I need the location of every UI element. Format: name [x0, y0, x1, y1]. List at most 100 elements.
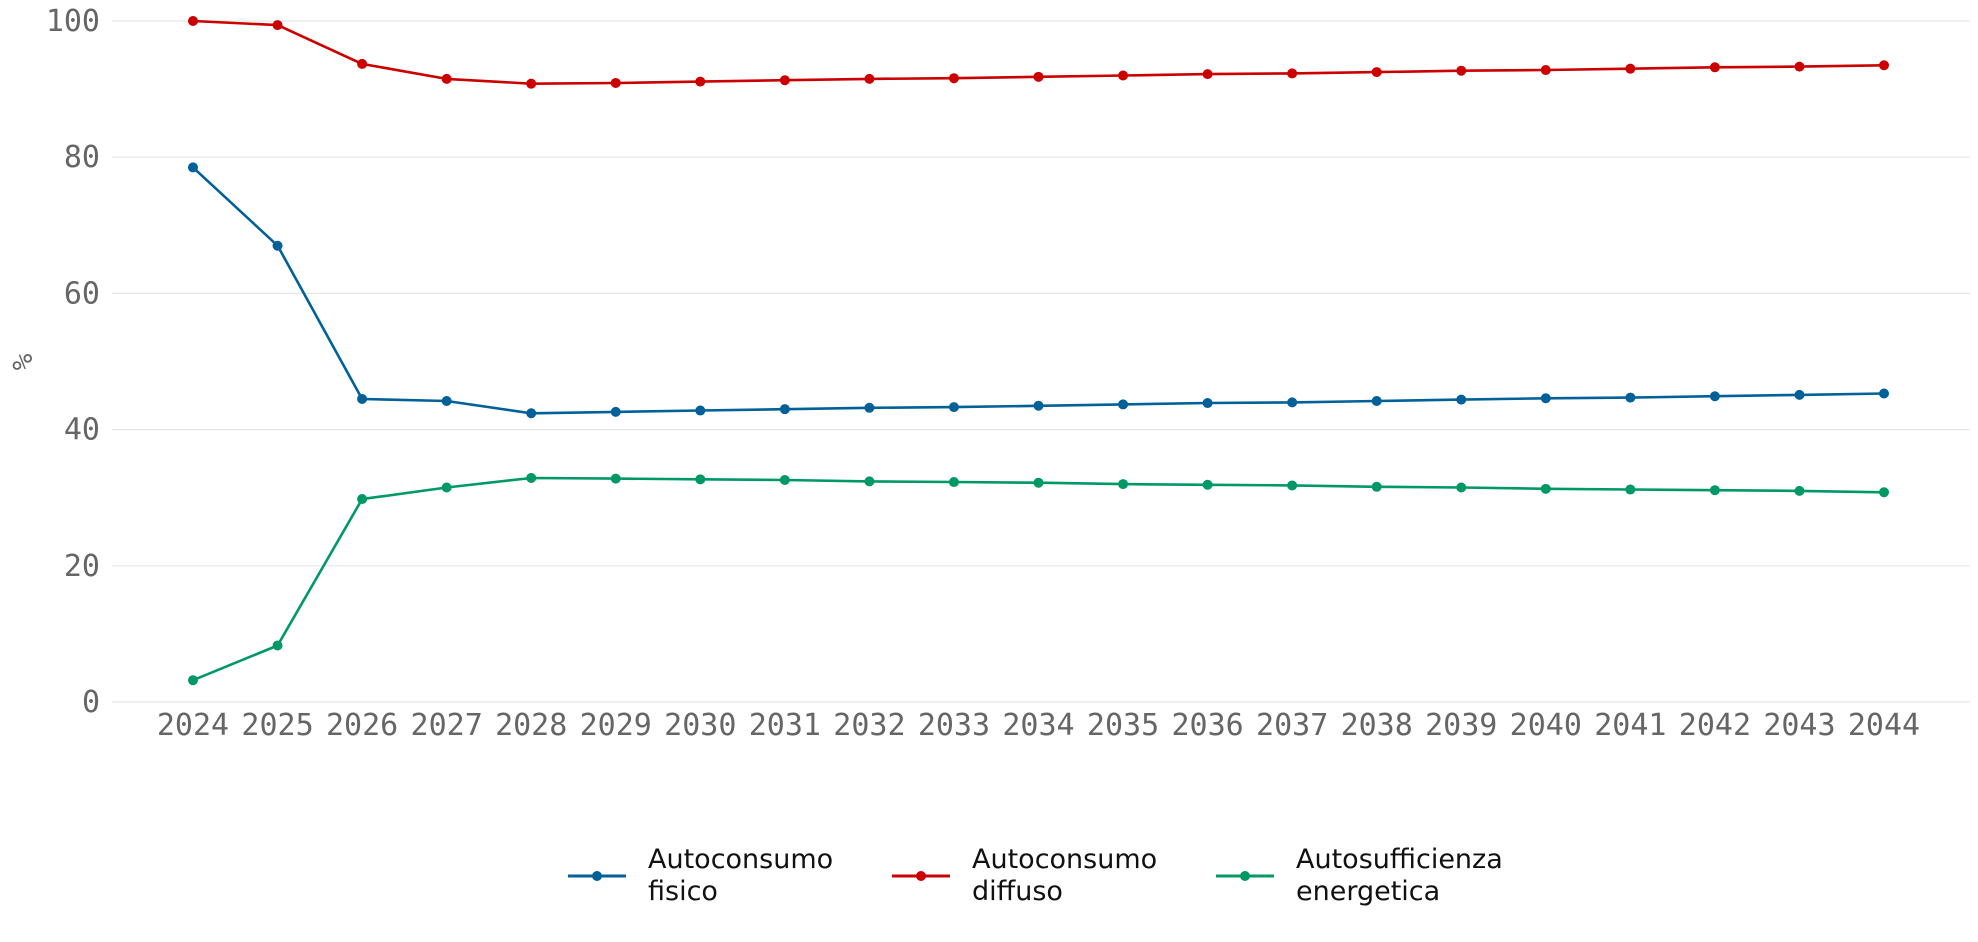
data-point [948, 402, 959, 413]
data-point [948, 73, 959, 84]
data-point [1794, 389, 1805, 400]
data-point [695, 474, 706, 485]
legend-swatch-marker [592, 871, 602, 881]
x-tick-label: 2036 [1171, 708, 1243, 743]
x-tick-label: 2043 [1763, 708, 1835, 743]
data-point [357, 58, 368, 69]
x-tick-label: 2044 [1848, 708, 1920, 743]
data-point [948, 477, 959, 488]
legend-label: fisico [648, 876, 718, 907]
data-point [1625, 484, 1636, 495]
data-point [1879, 60, 1889, 71]
y-tick-label: 80 [64, 140, 100, 175]
data-point [526, 472, 537, 483]
x-tick-label: 2026 [326, 708, 398, 743]
data-point [1625, 63, 1636, 74]
data-point [864, 402, 875, 413]
series-line [191, 166, 1886, 415]
x-tick-label: 2029 [580, 708, 652, 743]
data-point [1879, 487, 1889, 498]
y-tick-label: 60 [64, 276, 100, 311]
data-point [1540, 393, 1551, 404]
data-point [1794, 61, 1805, 72]
data-point [695, 405, 706, 416]
data-point [1879, 388, 1889, 399]
data-point [441, 395, 452, 406]
data-point [357, 494, 368, 505]
legend-label: Autosufficienza [1296, 844, 1503, 875]
data-point [272, 20, 283, 31]
data-point [526, 408, 537, 419]
data-point [1625, 392, 1636, 403]
x-tick-label: 2033 [918, 708, 990, 743]
legend-swatch-marker [916, 871, 926, 881]
data-point [1794, 485, 1805, 496]
x-tick-label: 2030 [664, 708, 736, 743]
data-point [1456, 65, 1467, 76]
data-point [526, 78, 537, 89]
data-point [1202, 398, 1213, 409]
x-axis-ticks: 2024 2025 2026 2027 2028 2029 2030 2031 2032 2033… [157, 708, 1920, 743]
data-point [1118, 479, 1129, 490]
data-point [1118, 70, 1129, 81]
data-point [1540, 483, 1551, 494]
data-point [1033, 400, 1044, 411]
data-point [1118, 399, 1129, 410]
x-tick-label: 2038 [1341, 708, 1413, 743]
data-point [1709, 62, 1720, 73]
data-point [864, 476, 875, 487]
legend-label: energetica [1296, 876, 1440, 907]
series-1 [188, 162, 1889, 419]
data-point [610, 473, 621, 484]
data-point [779, 404, 790, 415]
data-point [864, 73, 875, 84]
data-point [1202, 479, 1213, 490]
data-point [441, 73, 452, 84]
y-axis-label: % [6, 353, 39, 370]
series [188, 16, 1889, 686]
data-point [1287, 397, 1298, 408]
data-point [1540, 65, 1551, 76]
data-point [188, 16, 198, 26]
data-point [272, 640, 283, 651]
x-tick-label: 2031 [749, 708, 821, 743]
y-axis-ticks: 0 20 40 60 80 100 [46, 4, 100, 720]
legend: AutoconsumofisicoAutoconsumodiffusoAutos… [568, 844, 1503, 907]
data-point [441, 482, 452, 493]
series-2 [188, 16, 1889, 89]
x-tick-label: 2035 [1087, 708, 1159, 743]
x-tick-label: 2032 [833, 708, 905, 743]
x-tick-label: 2039 [1425, 708, 1497, 743]
data-point [1033, 477, 1044, 488]
x-tick-label: 2042 [1679, 708, 1751, 743]
data-point [1709, 485, 1720, 496]
data-point [272, 240, 283, 251]
series-line [191, 476, 1886, 682]
data-point [1371, 67, 1382, 78]
x-tick-label: 2037 [1256, 708, 1328, 743]
x-tick-label: 2028 [495, 708, 567, 743]
data-point [610, 406, 621, 417]
series-3 [188, 472, 1889, 686]
x-tick-label: 2027 [411, 708, 483, 743]
data-point [610, 77, 621, 88]
grid [112, 20, 1970, 703]
x-tick-label: 2024 [157, 708, 229, 743]
legend-label: Autoconsumo [972, 844, 1157, 875]
data-point [779, 474, 790, 485]
legend-swatch-marker [1240, 871, 1250, 881]
y-tick-label: 100 [46, 4, 100, 39]
data-point [1202, 69, 1213, 80]
data-point [357, 393, 368, 404]
data-point [1287, 480, 1298, 491]
data-point [1371, 481, 1382, 492]
data-point [695, 76, 706, 87]
data-point [1456, 394, 1467, 405]
data-point [1709, 391, 1720, 402]
data-point [188, 162, 198, 173]
y-tick-label: 0 [82, 685, 100, 720]
